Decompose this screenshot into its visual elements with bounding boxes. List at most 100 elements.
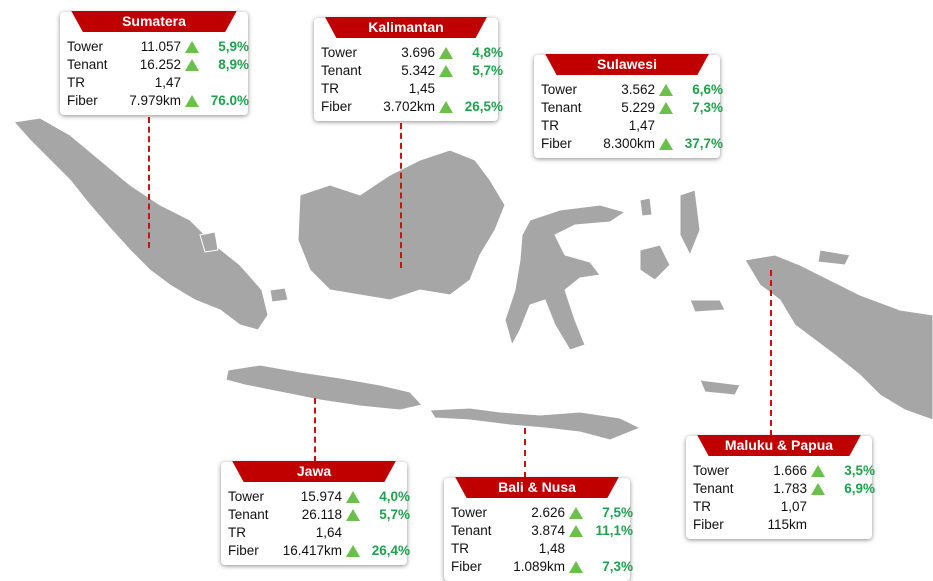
region-card: Jawa Tower 15.974 4,0% Tenant 26.118 5,7% TR 1,6… bbox=[221, 461, 410, 565]
stat-label: TR bbox=[228, 525, 246, 540]
stat-label: Tower bbox=[451, 505, 488, 520]
stat-value: 1,47 bbox=[154, 75, 181, 90]
stat-value: 15.974 bbox=[300, 489, 342, 504]
stat-value: 1,64 bbox=[315, 525, 342, 540]
stat-change: 11,1% bbox=[595, 523, 633, 538]
stat-row: Tenant 5.229 7,3% bbox=[541, 99, 723, 117]
stat-label: Fiber bbox=[693, 517, 724, 532]
nusa-tenggara bbox=[429, 407, 642, 441]
stat-value: 1.783 bbox=[773, 481, 807, 496]
leader-line bbox=[314, 398, 316, 462]
java bbox=[225, 364, 423, 411]
up-arrow bbox=[346, 509, 360, 521]
stat-value: 3.702km bbox=[383, 99, 435, 114]
up-arrow bbox=[659, 138, 673, 150]
stat-row: Tenant 1.783 6,9% bbox=[693, 480, 875, 498]
stat-row: Fiber 115km bbox=[693, 516, 864, 534]
stat-row: Fiber 1.089km 7,3% bbox=[451, 558, 633, 576]
stat-change: 8,9% bbox=[218, 57, 249, 72]
stat-value: 3.696 bbox=[401, 45, 435, 60]
stat-value: 1,07 bbox=[780, 499, 807, 514]
stat-label: Fiber bbox=[541, 136, 572, 151]
stat-change: 3,5% bbox=[844, 463, 875, 478]
up-arrow bbox=[439, 47, 453, 59]
stat-value: 1,48 bbox=[538, 541, 565, 556]
stat-row: Tenant 16.252 8,9% bbox=[67, 56, 249, 74]
stat-value: 3.874 bbox=[531, 523, 565, 538]
sumatra bbox=[13, 117, 269, 331]
stat-value: 16.252 bbox=[139, 57, 181, 72]
stat-value: 8.300km bbox=[603, 136, 655, 151]
region-title: Bali & Nusa bbox=[455, 477, 619, 498]
stat-value: 11.057 bbox=[140, 39, 181, 54]
stat-label: Fiber bbox=[228, 543, 259, 558]
stat-label: Fiber bbox=[67, 93, 98, 108]
up-arrow bbox=[569, 561, 583, 573]
region-card: Bali & Nusa Tower 2.626 7,5% Tenant 3.874 11,1… bbox=[444, 477, 633, 581]
maluku bbox=[639, 189, 741, 396]
stat-label: TR bbox=[451, 541, 469, 556]
stat-label: Tenant bbox=[541, 100, 582, 115]
stat-row: Fiber 8.300km 37,7% bbox=[541, 135, 723, 153]
stat-row: TR 1,64 bbox=[228, 524, 399, 542]
papua bbox=[744, 254, 933, 421]
stat-row: Fiber 7.979km 76.0% bbox=[67, 92, 249, 110]
up-arrow bbox=[439, 65, 453, 77]
stat-change: 5,9% bbox=[218, 39, 249, 54]
leader-line bbox=[770, 270, 772, 436]
stat-label: Fiber bbox=[321, 99, 352, 114]
stat-label: TR bbox=[321, 81, 339, 96]
stat-row: Fiber 3.702km 26,5% bbox=[321, 98, 503, 116]
region-title: Sumatera bbox=[71, 11, 237, 32]
stat-row: TR 1,48 bbox=[451, 540, 622, 558]
leader-line bbox=[400, 123, 402, 268]
stat-label: Fiber bbox=[451, 559, 482, 574]
stat-value: 1,45 bbox=[408, 81, 435, 96]
stat-row: TR 1,47 bbox=[541, 117, 712, 135]
stat-label: Tower bbox=[67, 39, 104, 54]
up-arrow bbox=[569, 525, 583, 537]
stat-row: TR 1,47 bbox=[67, 74, 240, 92]
up-arrow bbox=[811, 483, 825, 495]
stat-label: TR bbox=[541, 118, 559, 133]
up-arrow bbox=[659, 102, 673, 114]
stat-value: 1,47 bbox=[628, 118, 655, 133]
stat-row: Tower 3.696 4,8% bbox=[321, 44, 503, 62]
stat-change: 7,3% bbox=[602, 559, 633, 574]
stat-row: Tenant 3.874 11,1% bbox=[451, 522, 633, 540]
stat-change: 26,4% bbox=[371, 543, 410, 558]
stat-row: Tower 2.626 7,5% bbox=[451, 504, 633, 522]
stat-change: 37,7% bbox=[684, 136, 723, 151]
stat-value: 5.229 bbox=[621, 100, 655, 115]
stat-change: 4,8% bbox=[472, 45, 503, 60]
stat-row: Tower 11.057 5,9% bbox=[67, 38, 249, 56]
stat-value: 1.089km bbox=[513, 559, 565, 574]
small-islands bbox=[199, 197, 851, 303]
stat-label: Tenant bbox=[67, 57, 108, 72]
stat-change: 6,6% bbox=[692, 82, 723, 97]
stat-change: 5,7% bbox=[379, 507, 410, 522]
leader-line bbox=[148, 117, 150, 248]
region-title: Sulawesi bbox=[545, 54, 709, 75]
region-title: Kalimantan bbox=[325, 17, 487, 38]
stat-change: 7,5% bbox=[602, 505, 633, 520]
stat-label: Tenant bbox=[228, 507, 269, 522]
stat-value: 7.979km bbox=[129, 93, 181, 108]
stat-value: 5.342 bbox=[401, 63, 435, 78]
stat-value: 115km bbox=[767, 517, 807, 532]
up-arrow bbox=[439, 101, 453, 113]
up-arrow bbox=[659, 84, 673, 96]
stat-value: 1.666 bbox=[773, 463, 807, 478]
stat-label: Tower bbox=[541, 82, 578, 97]
stat-change: 4,0% bbox=[379, 489, 410, 504]
stat-value: 16.417km bbox=[282, 543, 342, 558]
stat-label: Tower bbox=[228, 489, 265, 504]
stat-label: Tenant bbox=[693, 481, 734, 496]
stat-label: Tower bbox=[321, 45, 358, 60]
stat-row: Tower 15.974 4,0% bbox=[228, 488, 410, 506]
stat-label: TR bbox=[693, 499, 711, 514]
region-card: Sulawesi Tower 3.562 6,6% Tenant 5.229 7,3% TR 1… bbox=[534, 54, 723, 158]
stat-change: 76.0% bbox=[210, 93, 249, 108]
stat-row: TR 1,45 bbox=[321, 80, 490, 98]
